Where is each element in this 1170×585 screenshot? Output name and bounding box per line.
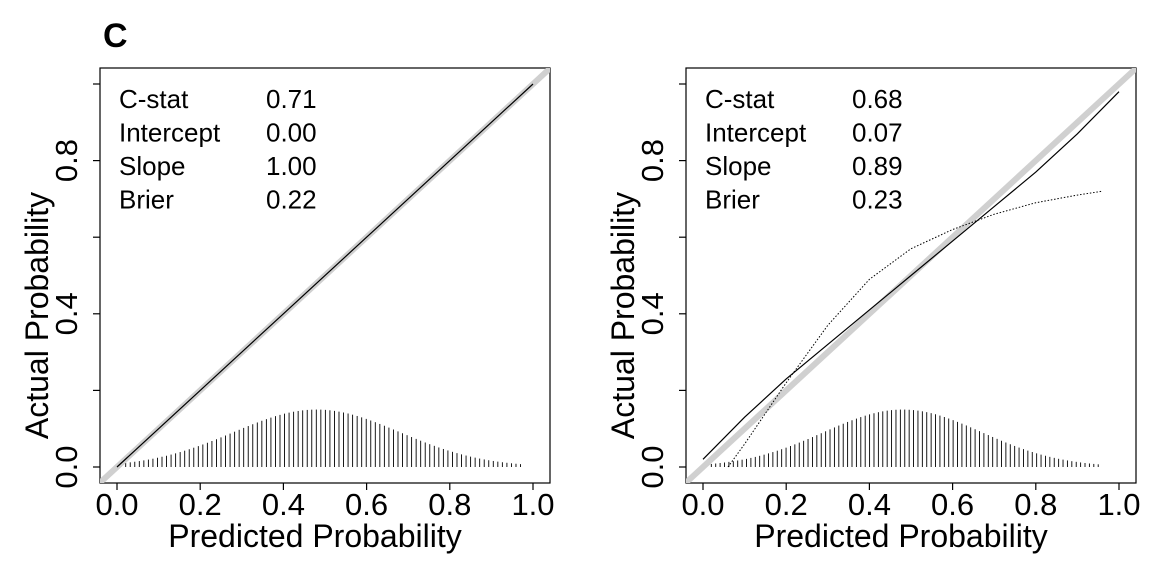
calibration-curve — [116, 83, 534, 468]
stat-value: 1.00 — [266, 151, 317, 181]
x-tick-label: 0.0 — [95, 487, 138, 522]
x-axis-label: Predicted Probability — [168, 518, 461, 554]
x-tick-label: 0.4 — [262, 487, 305, 522]
stat-label: C-stat — [119, 84, 189, 114]
stat-value: 0.00 — [266, 118, 317, 148]
stat-label: Slope — [705, 151, 772, 181]
x-tick-label: 0.4 — [848, 487, 891, 522]
stat-value: 0.71 — [266, 84, 317, 114]
panel-label: C — [103, 17, 128, 55]
x-tick-label: 1.0 — [1097, 487, 1140, 522]
y-tick-label: 0.0 — [635, 445, 670, 488]
stat-label: C-stat — [705, 84, 775, 114]
y-tick-label: 0.0 — [49, 445, 84, 488]
stat-value: 0.89 — [852, 151, 903, 181]
plot-area — [100, 68, 550, 483]
x-tick-label: 0.2 — [179, 487, 222, 522]
y-tick-label: 0.8 — [49, 139, 84, 182]
plot-frame — [685, 67, 1137, 484]
y-tick-label: 0.8 — [635, 139, 670, 182]
flexible-calibration-curve — [727, 190, 1103, 468]
stat-value: 0.23 — [852, 185, 903, 215]
plot-area — [686, 68, 1136, 483]
y-tick-label: 0.4 — [635, 292, 670, 335]
plot-frame — [99, 67, 551, 484]
calibration-curve — [702, 91, 1120, 460]
y-tick-label: 0.4 — [49, 292, 84, 335]
stat-label: Slope — [119, 151, 186, 181]
y-axis-label: Actual Probability — [605, 192, 641, 439]
x-tick-label: 1.0 — [511, 487, 554, 522]
stat-label: Intercept — [119, 118, 221, 148]
x-tick-label: 0.8 — [1014, 487, 1057, 522]
stat-label: Brier — [119, 185, 174, 215]
x-tick-label: 0.8 — [428, 487, 471, 522]
y-axis-label: Actual Probability — [19, 192, 55, 439]
x-tick-label: 0.6 — [345, 487, 388, 522]
x-tick-label: 0.2 — [765, 487, 808, 522]
stat-label: Intercept — [705, 118, 807, 148]
stat-value: 0.68 — [852, 84, 903, 114]
x-axis-label: Predicted Probability — [754, 518, 1047, 554]
x-tick-label: 0.0 — [681, 487, 724, 522]
stat-value: 0.22 — [266, 185, 317, 215]
x-tick-label: 0.6 — [931, 487, 974, 522]
stat-value: 0.07 — [852, 118, 903, 148]
stat-label: Brier — [705, 185, 760, 215]
